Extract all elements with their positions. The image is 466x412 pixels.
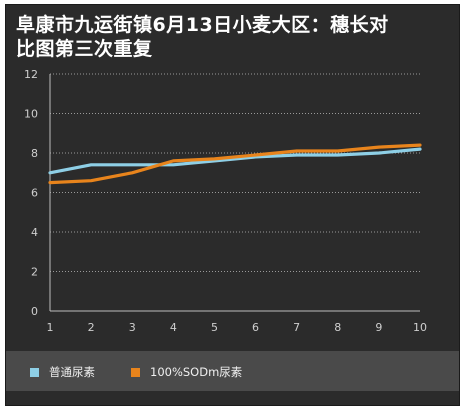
chart-title: 阜康市九运街镇6月13日小麦大区：穗长对 比图第三次重复	[16, 13, 456, 61]
x-tick-label-1: 2	[88, 321, 95, 334]
x-tick-label-9: 10	[413, 321, 427, 334]
series-2-point-10	[419, 144, 421, 146]
y-tick-label-2: 4	[31, 226, 38, 239]
x-tick-label-2: 3	[129, 321, 136, 334]
y-tick-label-4: 8	[31, 147, 38, 160]
legend-item-series-1: 普通尿素	[30, 364, 95, 380]
x-tick-label-6: 7	[293, 321, 300, 334]
series-1-point-1	[49, 172, 51, 174]
series-1-point-8	[337, 154, 339, 156]
series-2-point-3	[131, 172, 133, 174]
series-line-2	[48, 143, 422, 185]
series-1-point-3	[131, 164, 133, 166]
series-2-point-8	[337, 150, 339, 152]
series-2-point-5	[213, 158, 215, 160]
series-1-point-6	[255, 156, 257, 158]
series-1-point-9	[378, 152, 380, 154]
x-tick-label-5: 6	[252, 321, 259, 334]
series-2-point-1	[49, 182, 51, 184]
chart-frame: 阜康市九运街镇6月13日小麦大区：穗长对 比图第三次重复	[5, 4, 460, 406]
series-1-point-4	[172, 164, 174, 166]
legend-item-series-2: 100%SODm尿素	[131, 364, 242, 380]
series-2-point-4	[172, 160, 174, 162]
series-2-point-6	[255, 154, 257, 156]
y-tick-label-6: 12	[24, 68, 38, 81]
chart-title-line-2: 比图第三次重复	[16, 38, 153, 60]
series-1-point-10	[419, 148, 421, 150]
legend-label-series-2: 100%SODm尿素	[150, 365, 243, 379]
legend-swatch-series-2	[131, 367, 140, 377]
y-tick-label-3: 6	[31, 187, 38, 200]
legend-label-series-1: 普通尿素	[49, 365, 95, 379]
series-line-1	[48, 147, 422, 175]
y-tick-label-0: 0	[31, 305, 38, 318]
chart-title-line-1: 阜康市九运街镇6月13日小麦大区：穗长对	[16, 14, 389, 36]
x-tick-label-4: 5	[211, 321, 218, 334]
y-tick-label-5: 10	[24, 108, 38, 121]
x-tick-label-7: 8	[334, 321, 341, 334]
legend: 普通尿素 100%SODm尿素	[6, 351, 459, 391]
series-2-point-7	[296, 150, 298, 152]
series-2-point-9	[378, 146, 380, 148]
series-1-point-7	[296, 154, 298, 156]
legend-swatch-series-1	[30, 367, 39, 377]
series-1-point-5	[213, 160, 215, 162]
x-tick-label-3: 4	[170, 321, 177, 334]
series-1-point-2	[90, 164, 92, 166]
series-2-point-2	[90, 180, 92, 182]
y-tick-label-1: 2	[31, 266, 38, 279]
x-tick-label-8: 9	[375, 321, 382, 334]
x-tick-label-0: 1	[47, 321, 54, 334]
